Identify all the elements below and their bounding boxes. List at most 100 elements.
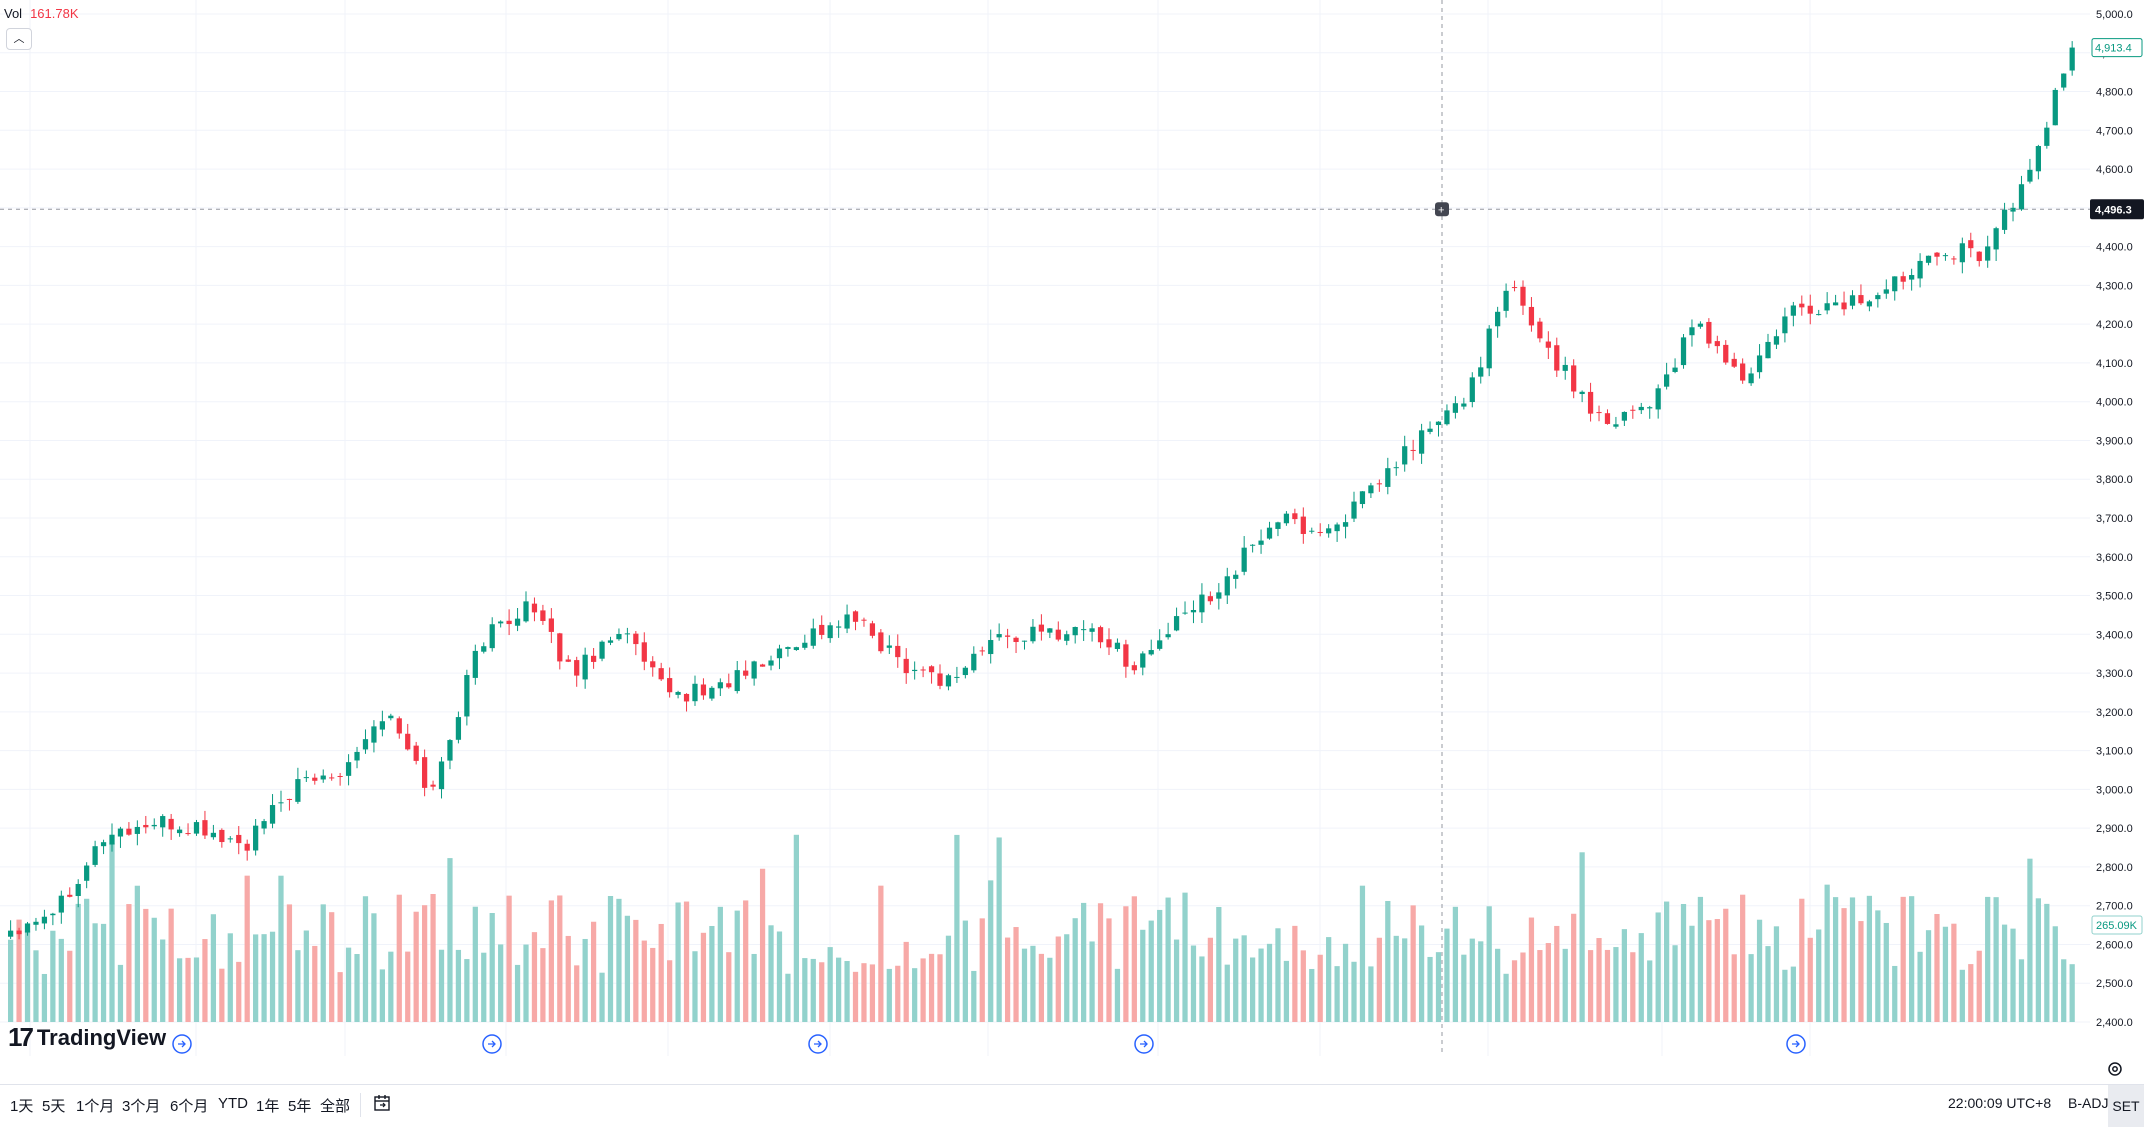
- candle-body: [1199, 594, 1205, 613]
- candle-body: [1216, 592, 1222, 599]
- price-scale[interactable]: 5,000.04,900.04,800.04,700.04,600.04,500…: [2090, 0, 2144, 1056]
- candle-body: [878, 632, 884, 652]
- candle-body: [8, 930, 14, 937]
- candle-body: [726, 683, 732, 688]
- candles: [8, 41, 2075, 940]
- candle-body: [109, 834, 115, 845]
- range-ytd[interactable]: YTD: [218, 1095, 248, 1112]
- price-tick-label: 4,800.0: [2096, 87, 2133, 99]
- volume-bar: [1266, 943, 1273, 1022]
- candle-body: [362, 739, 369, 750]
- price-tick-label: 3,900.0: [2096, 435, 2133, 447]
- volume-bar: [455, 949, 462, 1022]
- candle-body: [1081, 629, 1087, 631]
- candle-body: [438, 761, 445, 790]
- volume-bar: [540, 948, 546, 1022]
- volume-bar: [912, 968, 918, 1022]
- range-5d[interactable]: 5天: [42, 1098, 66, 1115]
- price-chart[interactable]: +20252月3月4月5月6月7月8月9月10月11月12月周三 2025-12…: [0, 0, 2090, 1080]
- volume-bar: [1959, 969, 1965, 1022]
- volume-bar: [1773, 926, 1780, 1022]
- price-axis[interactable]: 5,000.04,900.04,800.04,700.04,600.04,500…: [2090, 0, 2144, 1056]
- candle-body: [1503, 290, 1509, 311]
- tradingview-logo[interactable]: 17 TradingView: [8, 1022, 166, 1053]
- volume-bar: [92, 923, 98, 1022]
- candle-body: [1004, 635, 1011, 637]
- volume-bar: [1866, 895, 1873, 1022]
- volume-bar: [895, 965, 901, 1022]
- candle-body: [1782, 316, 1788, 334]
- range-6m[interactable]: 6个月: [170, 1098, 209, 1115]
- candle-body: [1672, 367, 1678, 372]
- candle-body: [1021, 640, 1028, 642]
- volume-bar: [582, 938, 588, 1022]
- candle-body: [354, 751, 360, 761]
- volume-bar: [1342, 943, 1349, 1022]
- candle-body: [751, 661, 757, 679]
- volume-bar: [607, 896, 614, 1022]
- adjustment-toggle[interactable]: B-ADJ: [2068, 1095, 2109, 1111]
- volume-bar: [388, 951, 394, 1022]
- volume-bar: [1630, 952, 1636, 1022]
- volume-bar: [219, 968, 225, 1022]
- candle-body: [1064, 634, 1070, 641]
- volume-legend: Vol 161.78K: [4, 6, 79, 21]
- candle-body: [709, 687, 715, 699]
- volume-bar: [1723, 908, 1729, 1022]
- gear-icon[interactable]: [2106, 1060, 2124, 1078]
- price-tick-label: 3,500.0: [2096, 591, 2133, 603]
- candle-body: [667, 678, 673, 693]
- volume-bar: [531, 932, 538, 1022]
- candle-body: [67, 894, 73, 897]
- candle-body: [329, 777, 335, 779]
- volume-bar: [565, 935, 571, 1022]
- candle-body: [945, 675, 952, 687]
- volume-bar: [1647, 960, 1653, 1022]
- collapse-legend-button[interactable]: ︿: [6, 28, 32, 50]
- chart-area[interactable]: +20252月3月4月5月6月7月8月9月10月11月12月周三 2025-12…: [0, 0, 2090, 1080]
- volume-bar: [1486, 906, 1492, 1022]
- volume-bar: [1351, 961, 1357, 1022]
- volume-bar: [1909, 896, 1915, 1022]
- range-5y[interactable]: 5年: [288, 1098, 312, 1115]
- tradingview-logo-icon: 17: [8, 1022, 34, 1052]
- candle-body: [2069, 47, 2075, 71]
- candle-body: [388, 715, 394, 719]
- volume-bars: [8, 834, 2075, 1022]
- range-all[interactable]: 全部: [320, 1098, 351, 1115]
- session-button[interactable]: SET: [2108, 1085, 2144, 1127]
- event-marker-arrow: [1792, 1040, 1800, 1048]
- clock-readout[interactable]: 22:00:09 UTC+8: [1948, 1095, 2052, 1111]
- candle-body: [861, 619, 867, 621]
- volume-bar: [1706, 920, 1712, 1022]
- candle-body: [84, 865, 90, 881]
- candle-body: [193, 822, 200, 834]
- candle-body: [396, 718, 402, 734]
- range-1d[interactable]: 1天: [10, 1098, 34, 1115]
- range-1m[interactable]: 1个月: [76, 1098, 115, 1115]
- volume-bar: [1664, 901, 1670, 1022]
- candle-body: [176, 829, 183, 834]
- volume-bar: [1199, 956, 1205, 1022]
- volume-bar: [1554, 925, 1560, 1022]
- candle-body: [269, 805, 276, 824]
- candle-body: [1841, 302, 1847, 310]
- volume-bar: [1131, 896, 1137, 1022]
- volume-bar: [320, 904, 326, 1022]
- candle-body: [565, 659, 571, 662]
- volume-bar: [1824, 884, 1830, 1022]
- candle-body: [1292, 513, 1298, 520]
- candle-body: [1655, 388, 1661, 410]
- candle-body: [954, 676, 960, 678]
- candle-body: [540, 610, 546, 621]
- candle-body: [447, 740, 453, 761]
- candle-body: [117, 828, 124, 837]
- volume-bar: [1613, 947, 1619, 1022]
- candle-body: [134, 826, 140, 834]
- volume-bar: [1900, 896, 1906, 1022]
- range-3m[interactable]: 3个月: [122, 1098, 161, 1115]
- range-1y[interactable]: 1年: [256, 1098, 280, 1115]
- volume-bar: [1638, 933, 1644, 1022]
- calendar-goto-icon[interactable]: [372, 1093, 392, 1113]
- candle-body: [278, 802, 284, 804]
